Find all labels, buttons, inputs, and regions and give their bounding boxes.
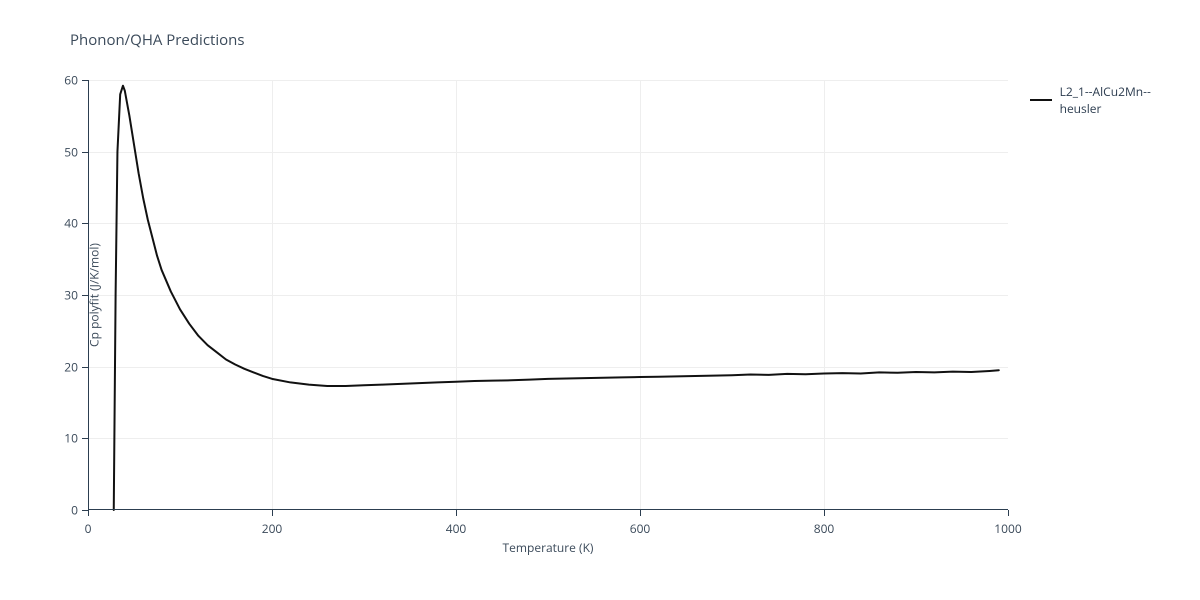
x-tick-label: 400 bbox=[446, 520, 467, 537]
y-tick bbox=[82, 510, 88, 511]
legend-label: L2_1--AlCu2Mn--heusler bbox=[1060, 83, 1170, 117]
x-tick bbox=[88, 510, 89, 516]
x-axis-label: Temperature (K) bbox=[503, 539, 594, 556]
y-tick bbox=[82, 80, 88, 81]
x-tick-label: 0 bbox=[85, 520, 92, 537]
y-tick bbox=[82, 295, 88, 296]
y-tick bbox=[82, 438, 88, 439]
x-tick bbox=[640, 510, 641, 516]
x-tick-label: 600 bbox=[630, 520, 651, 537]
y-tick-label: 20 bbox=[48, 358, 78, 375]
y-tick-label: 50 bbox=[48, 143, 78, 160]
x-tick bbox=[1008, 510, 1009, 516]
x-tick-label: 200 bbox=[262, 520, 283, 537]
series-line bbox=[114, 86, 999, 510]
chart-container: Temperature (K) Cp polyfit (J/K/mol) 020… bbox=[30, 75, 1170, 575]
y-tick-label: 30 bbox=[48, 287, 78, 304]
series-layer bbox=[88, 80, 1008, 510]
y-tick-label: 60 bbox=[48, 72, 78, 89]
y-tick bbox=[82, 152, 88, 153]
x-tick bbox=[272, 510, 273, 516]
y-tick-label: 0 bbox=[48, 502, 78, 519]
y-tick-label: 10 bbox=[48, 430, 78, 447]
legend-swatch bbox=[1030, 99, 1052, 101]
x-tick-label: 800 bbox=[814, 520, 835, 537]
y-tick-label: 40 bbox=[48, 215, 78, 232]
x-tick bbox=[456, 510, 457, 516]
x-tick-label: 1000 bbox=[994, 520, 1021, 537]
y-tick bbox=[82, 223, 88, 224]
plot-area: Temperature (K) Cp polyfit (J/K/mol) 020… bbox=[88, 80, 1008, 510]
chart-title: Phonon/QHA Predictions bbox=[70, 30, 245, 50]
x-tick bbox=[824, 510, 825, 516]
legend: L2_1--AlCu2Mn--heusler bbox=[1030, 83, 1170, 117]
y-tick bbox=[82, 367, 88, 368]
